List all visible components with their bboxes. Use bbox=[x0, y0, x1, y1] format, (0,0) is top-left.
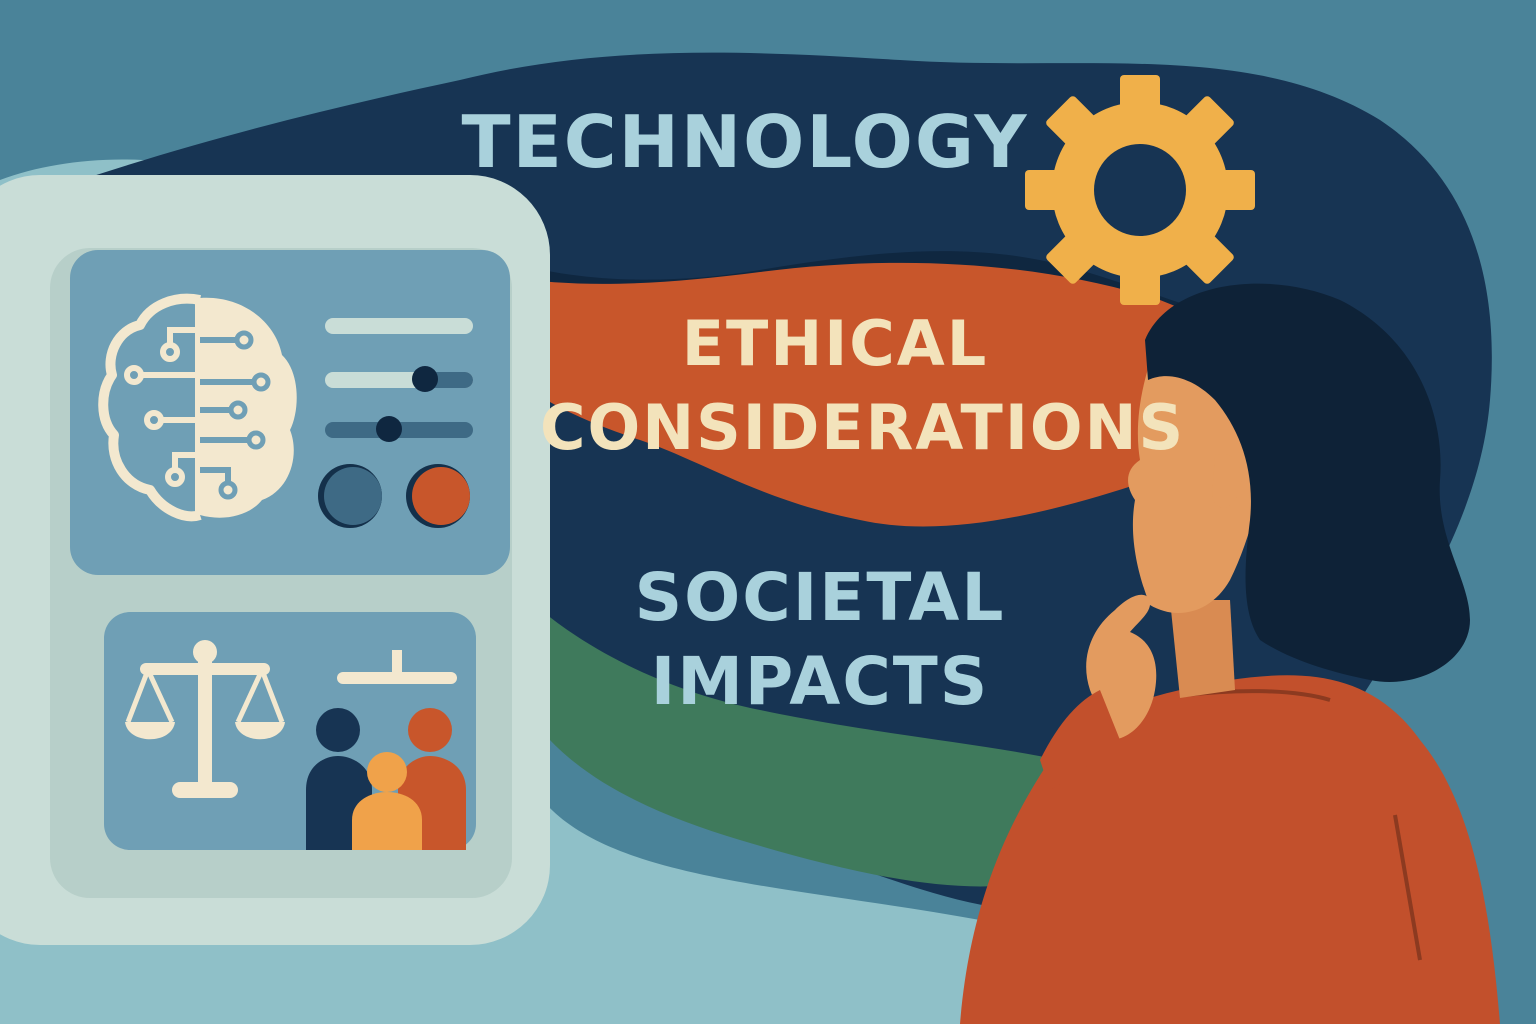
ethical-considerations-label: ETHICAL CONSIDERATIONS bbox=[540, 302, 1183, 470]
device-panel bbox=[0, 175, 550, 945]
ear bbox=[1212, 454, 1242, 508]
gear-icon bbox=[1025, 75, 1255, 305]
neck bbox=[1170, 600, 1235, 698]
technology-text: TECHNOLOGY bbox=[461, 100, 1029, 184]
brain-circuit-icon bbox=[98, 293, 297, 522]
ethical-band bbox=[420, 255, 1190, 527]
societal-impacts-label: SOCIETAL IMPACTS bbox=[560, 556, 1080, 724]
green-band bbox=[500, 570, 1071, 887]
woman-figure bbox=[960, 283, 1500, 1024]
balance-scale-icon bbox=[125, 640, 285, 798]
people-group-icon bbox=[306, 650, 466, 850]
technology-label: TECHNOLOGY bbox=[440, 106, 1050, 178]
ethical-line-1: ETHICAL bbox=[681, 307, 989, 380]
shirt bbox=[960, 675, 1500, 1024]
hair bbox=[1145, 283, 1470, 682]
slider-controls bbox=[318, 318, 473, 528]
ethical-line-2: CONSIDERATIONS bbox=[540, 391, 1186, 464]
societal-line-2: IMPACTS bbox=[650, 643, 990, 720]
societal-line-1: SOCIETAL bbox=[634, 559, 1006, 636]
